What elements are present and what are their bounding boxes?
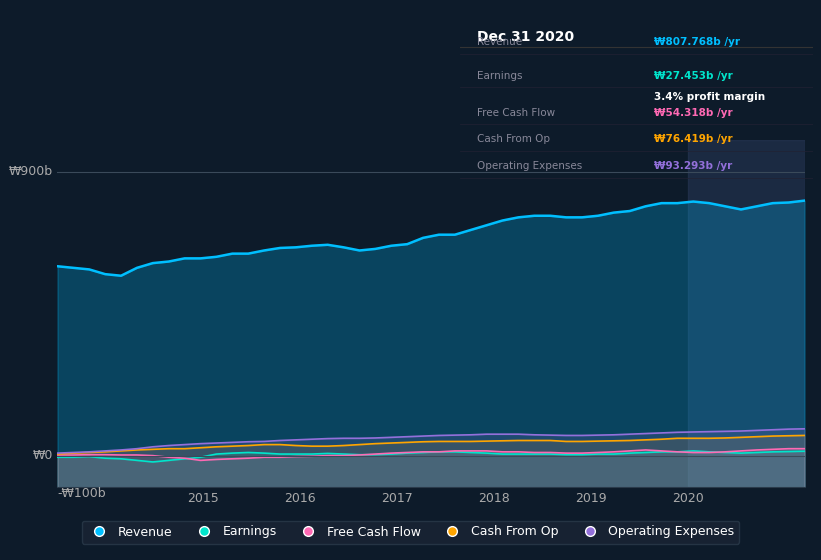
Text: ₩900b: ₩900b	[8, 165, 53, 178]
Text: ₩27.453b /yr: ₩27.453b /yr	[654, 71, 732, 81]
Text: ₩76.419b /yr: ₩76.419b /yr	[654, 134, 732, 144]
Text: ₩54.318b /yr: ₩54.318b /yr	[654, 108, 732, 118]
Text: Earnings: Earnings	[478, 71, 523, 81]
Legend: Revenue, Earnings, Free Cash Flow, Cash From Op, Operating Expenses: Revenue, Earnings, Free Cash Flow, Cash …	[81, 520, 740, 544]
Text: 3.4% profit margin: 3.4% profit margin	[654, 92, 765, 102]
Bar	[688, 140, 805, 487]
Text: ₩0: ₩0	[32, 449, 53, 462]
Text: Cash From Op: Cash From Op	[478, 134, 550, 144]
Text: Dec 31 2020: Dec 31 2020	[478, 30, 575, 44]
Text: ₩93.293b /yr: ₩93.293b /yr	[654, 161, 732, 171]
Text: Operating Expenses: Operating Expenses	[478, 161, 583, 171]
Text: Free Cash Flow: Free Cash Flow	[478, 108, 556, 118]
Text: Revenue: Revenue	[478, 37, 522, 47]
Text: -₩100b: -₩100b	[57, 487, 106, 500]
Text: ₩807.768b /yr: ₩807.768b /yr	[654, 37, 740, 47]
